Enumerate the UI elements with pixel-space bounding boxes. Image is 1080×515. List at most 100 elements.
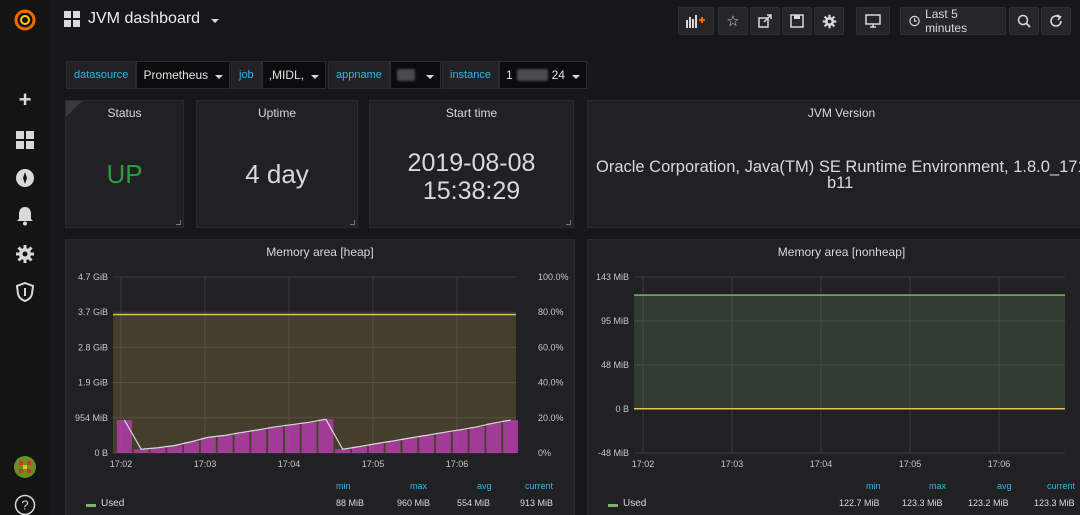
heap-used-bar — [368, 443, 384, 453]
y-tick-label: 1.9 GiB — [78, 378, 108, 388]
resize-handle[interactable] — [350, 220, 355, 225]
heap-graph-panel[interactable]: Memory area [heap] 4.7 GiB 3.7 GiB 2.8 GiB… — [65, 239, 575, 515]
heap-used-bar — [486, 423, 502, 453]
tv-mode-button[interactable] — [856, 7, 890, 35]
legend-header-current[interactable]: current — [525, 481, 554, 491]
legend-series-name[interactable]: Used — [101, 498, 125, 509]
legend-min-value: 122.7 MiB — [839, 498, 880, 508]
y-tick-label: 954 MiB — [75, 413, 108, 423]
job-select[interactable]: ,MIDL, — [261, 61, 327, 89]
heap-used-line — [123, 418, 511, 450]
instance-select[interactable]: 1 24 — [498, 61, 587, 89]
configuration-icon[interactable] — [11, 240, 39, 268]
topbar: JVM dashboard ☆ Last 5 minutes — [50, 0, 1080, 44]
add-panel-button[interactable] — [678, 7, 714, 35]
jvm-version-panel[interactable]: JVM Version Oracle Corporation, Java(TM)… — [587, 100, 1080, 228]
heap-used-bar — [268, 426, 284, 453]
legend-avg-value: 554 MiB — [457, 498, 491, 508]
x-tick-label: 17:04 — [810, 459, 833, 469]
heap-used-bar — [335, 449, 351, 453]
heap-chart: 4.7 GiB 3.7 GiB 2.8 GiB 1.9 GiB 954 MiB 0 B 10… — [75, 272, 569, 469]
y-tick-label: 0 B — [615, 404, 629, 414]
y-tick-label: 143 MiB — [596, 272, 629, 282]
chevron-down-icon — [571, 75, 580, 79]
heap-used-bar — [150, 447, 166, 453]
uptime-panel[interactable]: Uptime 4 day — [196, 100, 358, 228]
heap-used-bar — [200, 437, 216, 453]
legend-min-value: 88 MiB — [336, 498, 365, 508]
resize-handle[interactable] — [176, 220, 181, 225]
create-icon[interactable]: + — [18, 87, 32, 112]
chevron-down-icon — [211, 19, 220, 23]
save-button[interactable] — [782, 7, 812, 35]
svg-text:?: ? — [21, 498, 28, 513]
appname-select[interactable] — [389, 61, 441, 89]
redacted-value — [396, 69, 415, 81]
chevron-down-icon — [311, 75, 320, 79]
heap-used-bar — [385, 441, 401, 453]
datasource-select[interactable]: Prometheus — [136, 61, 231, 89]
zoom-out-button[interactable] — [1009, 7, 1039, 35]
jvm-version-value: Oracle Corporation, Java(TM) SE Runtime … — [596, 158, 1080, 192]
heap-used-bar — [116, 420, 132, 453]
heap-used-bar — [469, 426, 485, 453]
legend-max-value: 960 MiB — [397, 498, 431, 508]
resize-handle[interactable] — [566, 220, 571, 225]
heap-used-bar — [284, 424, 300, 453]
avatar[interactable] — [11, 453, 39, 481]
variable-job: job ,MIDL, — [231, 61, 327, 89]
y-tick-label: 4.7 GiB — [78, 272, 108, 282]
panel-title: Uptime — [257, 106, 296, 120]
start-time-value: 2019-08-08 15:38:29 — [407, 149, 536, 205]
x-tick-label: 17:05 — [362, 459, 385, 469]
legend-header-min[interactable]: min — [336, 481, 351, 491]
legend-header-current[interactable]: current — [1047, 481, 1076, 491]
share-button[interactable] — [750, 7, 780, 35]
star-button[interactable]: ☆ — [718, 7, 748, 35]
star-icon: ☆ — [726, 13, 740, 30]
legend-header-avg[interactable]: avg — [477, 481, 492, 491]
variable-label: appname — [328, 61, 390, 89]
shield-icon[interactable] — [11, 278, 39, 306]
legend-swatch — [608, 504, 618, 507]
heap-used-bar — [251, 429, 267, 453]
grafana-logo-icon[interactable] — [11, 6, 39, 34]
status-panel[interactable]: Status UP — [65, 100, 184, 228]
legend-avg-value: 123.2 MiB — [968, 498, 1009, 508]
heap-used-bar — [133, 449, 149, 453]
x-tick-label: 17:02 — [632, 459, 655, 469]
legend-header-avg[interactable]: avg — [997, 481, 1012, 491]
legend-header-max[interactable]: max — [410, 481, 428, 491]
y2-tick-label: 80.0% — [538, 307, 564, 317]
y-tick-label: 2.8 GiB — [78, 342, 108, 352]
add-panel-icon — [686, 15, 705, 28]
x-tick-label: 17:03 — [721, 459, 744, 469]
y-tick-label: 0 B — [94, 448, 108, 458]
chevron-down-icon — [215, 75, 224, 79]
time-picker-button[interactable]: Last 5 minutes — [900, 7, 1006, 35]
heap-used-bar — [351, 446, 367, 453]
nonheap-graph-panel[interactable]: Memory area [nonheap] 143 MiB 95 MiB 48 Mi… — [587, 239, 1080, 515]
alerting-icon[interactable] — [11, 202, 39, 230]
legend-series-name[interactable]: Used — [623, 498, 647, 509]
start-time-panel[interactable]: Start time 2019-08-08 15:38:29 — [369, 100, 574, 228]
legend-header-min[interactable]: min — [866, 481, 881, 491]
legend-current-value: 913 MiB — [520, 498, 554, 508]
panel-link-icon[interactable] — [66, 101, 82, 117]
dashboards-icon[interactable] — [11, 126, 39, 154]
y-tick-label: -48 MiB — [598, 448, 629, 458]
settings-button[interactable] — [814, 7, 844, 35]
heap-used-bar — [301, 422, 317, 453]
heap-used-bar — [402, 438, 418, 453]
legend-header-max[interactable]: max — [929, 481, 947, 491]
heap-used-bar — [167, 445, 183, 453]
explore-icon[interactable] — [11, 164, 39, 192]
heap-used-bar — [234, 432, 250, 453]
help-icon[interactable]: ? — [11, 491, 39, 515]
y2-tick-label: 100.0% — [538, 272, 569, 282]
heap-used-bar — [503, 420, 519, 453]
variable-label: job — [231, 61, 262, 89]
variable-datasource: datasource Prometheus — [66, 61, 231, 89]
refresh-button[interactable] — [1041, 7, 1071, 35]
dashboard-picker[interactable]: JVM dashboard — [64, 10, 220, 28]
